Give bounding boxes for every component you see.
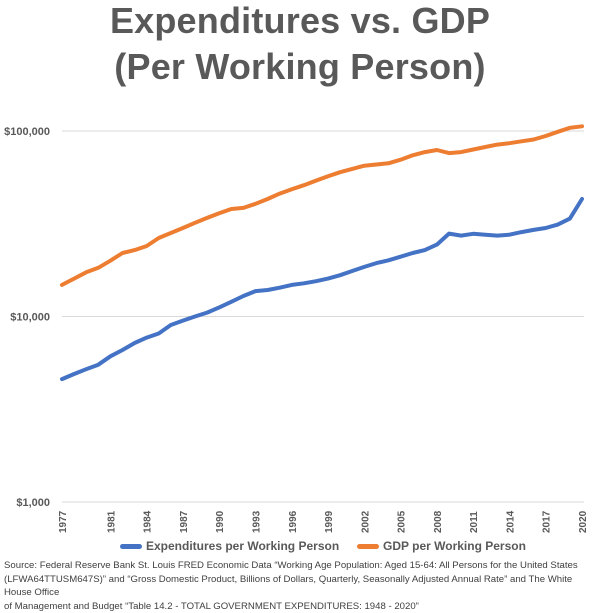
x-tick-label: 1993 xyxy=(251,510,262,533)
y-tick-label: $100,000 xyxy=(4,126,50,138)
source-line-1: Source: Federal Reserve Bank St. Louis F… xyxy=(4,559,600,573)
legend-label-expenditures: Expenditures per Working Person xyxy=(146,539,339,553)
legend-swatch-gdp xyxy=(357,544,379,549)
x-tick-label: 1996 xyxy=(288,510,299,533)
x-tick-label: 2017 xyxy=(542,510,553,533)
series-line-expenditures xyxy=(62,199,582,379)
y-tick-label: $1,000 xyxy=(16,497,50,509)
series-lines xyxy=(62,126,582,379)
legend-item-expenditures: Expenditures per Working Person xyxy=(120,539,339,553)
x-tick-label: 2008 xyxy=(433,510,444,533)
x-tick-label: 2005 xyxy=(397,510,408,533)
x-tick-label: 1987 xyxy=(179,510,190,533)
x-tick-label: 2002 xyxy=(360,510,371,533)
x-tick-label: 1990 xyxy=(215,510,226,533)
legend-swatch-expenditures xyxy=(120,544,142,549)
legend: Expenditures per Working Person GDP per … xyxy=(0,539,600,559)
x-tick-label: 2011 xyxy=(469,511,480,533)
x-tick-label: 1977 xyxy=(58,510,69,533)
y-axis-ticks: $100,000 $10,000 $1,000 xyxy=(4,126,50,509)
x-tick-label: 1984 xyxy=(143,510,154,533)
x-tick-label: 2020 xyxy=(578,510,589,533)
y-tick-label: $10,000 xyxy=(10,312,50,324)
series-line-gdp xyxy=(62,126,582,285)
source-note: Source: Federal Reserve Bank St. Louis F… xyxy=(4,559,600,613)
source-line-2: (LFWA64TTUSM647S)” and “Gross Domestic P… xyxy=(4,573,600,600)
x-tick-label: 1999 xyxy=(324,510,335,533)
legend-item-gdp: GDP per Working Person xyxy=(357,539,526,553)
x-tick-label: 2014 xyxy=(505,510,516,533)
legend-label-gdp: GDP per Working Person xyxy=(383,539,526,553)
gridlines xyxy=(62,131,584,502)
source-line-3: of Management and Budget “Table 14.2 - T… xyxy=(4,600,600,613)
x-tick-label: 1981 xyxy=(106,510,117,533)
x-axis-ticks: 1977 1981 1984 1987 1990 1993 1996 1999 2002 2005… xyxy=(58,510,589,533)
